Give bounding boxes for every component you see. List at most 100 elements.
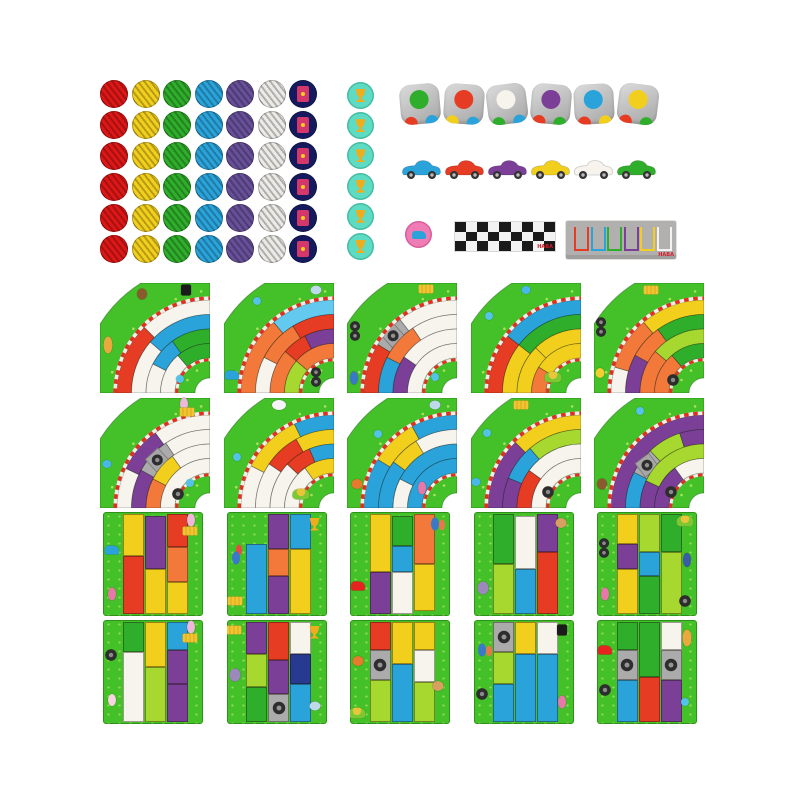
track-segment	[638, 514, 660, 552]
flag-check-cell	[521, 231, 533, 242]
bug-sprite	[252, 296, 261, 305]
bug-sprite	[176, 374, 185, 383]
track-segment	[660, 514, 682, 552]
toycar-blue-sprite	[105, 545, 119, 555]
curve-track-tile	[594, 398, 704, 508]
yellow-garage-slot	[640, 227, 655, 251]
track-segment	[290, 549, 311, 614]
tires-sprite	[597, 538, 611, 559]
green-token	[163, 235, 191, 263]
haba-logo: HABA	[658, 252, 674, 258]
track-segment	[246, 544, 267, 614]
green-token	[163, 142, 191, 170]
bush-sprite	[676, 515, 694, 527]
blue-token	[194, 111, 223, 139]
curve-track-tile	[223, 283, 334, 393]
track-segment	[144, 622, 166, 667]
track-segment	[166, 684, 188, 722]
track-segment	[638, 622, 660, 677]
yellow-token	[131, 173, 160, 201]
track-segment	[413, 564, 435, 611]
yellow-token	[131, 142, 160, 170]
bush-sprite	[292, 488, 309, 500]
trophy-token	[347, 112, 374, 140]
track-segment	[638, 552, 660, 576]
track-segment	[638, 576, 660, 614]
flag-check-cell	[466, 222, 478, 232]
trophy-sprite	[309, 625, 320, 639]
track-segment	[166, 547, 188, 582]
giraffe-sprite	[103, 336, 113, 354]
track-segment	[166, 514, 188, 547]
monkey-sprite	[136, 288, 147, 300]
trophy-icon	[355, 89, 366, 102]
purple-token	[226, 80, 254, 108]
track-segment	[268, 660, 289, 694]
green-garage-slot	[607, 227, 622, 251]
track-segment	[493, 622, 514, 652]
bush-sprite	[350, 707, 366, 719]
snail-sprite	[429, 400, 441, 410]
trophy-icon	[355, 179, 366, 193]
tire-sprite	[667, 373, 680, 386]
yellow-token	[131, 204, 160, 232]
track-segment	[660, 680, 682, 722]
fairy-sprite	[187, 620, 195, 634]
white-car-pawn	[573, 156, 614, 182]
track-segment	[616, 680, 638, 722]
straight-track-tile	[473, 620, 574, 724]
curve-track-tile	[594, 283, 704, 393]
track-segment	[616, 514, 638, 544]
tire-obstacle-icon	[664, 658, 678, 672]
track-segment	[268, 694, 289, 722]
straight-track-tile	[226, 512, 327, 616]
curve-track-tile	[470, 283, 581, 393]
track-segment	[268, 622, 289, 660]
track-segment	[122, 556, 144, 614]
flag-check-cell	[499, 222, 511, 232]
tires-sprite	[309, 366, 323, 387]
flag-check-cell	[488, 241, 500, 251]
track-segment	[515, 654, 536, 722]
curve-track-tile	[100, 283, 210, 393]
track-segment	[537, 654, 558, 722]
tire-sprite	[172, 487, 185, 500]
trophy-icon	[355, 209, 366, 223]
trophy-sprite	[309, 517, 320, 531]
boy-sprite	[349, 371, 358, 385]
dog-sprite	[555, 518, 566, 529]
track-segment	[616, 650, 638, 680]
track-segment	[290, 514, 311, 549]
tire-obstacle-icon	[620, 658, 634, 672]
bug-sprite	[681, 698, 689, 707]
track-segment	[246, 654, 267, 687]
straight-track-tile	[350, 620, 450, 724]
blue-token	[194, 235, 223, 263]
trophy-token	[347, 82, 374, 109]
track-segment	[122, 514, 144, 556]
flag-check-cell	[521, 222, 533, 232]
purple-garage-slot	[623, 227, 639, 251]
track-segment	[413, 622, 435, 650]
balloonboy-sprite	[231, 551, 240, 565]
straight-track-tile	[103, 620, 203, 724]
tophat-sprite	[180, 284, 191, 296]
red-token	[100, 142, 128, 170]
purple-token	[226, 204, 254, 232]
hay-sprite	[418, 284, 434, 293]
trophy-token	[347, 142, 374, 170]
white-token	[257, 142, 286, 170]
track-segment	[290, 654, 311, 684]
red-token	[100, 173, 128, 201]
flag-check-cell	[477, 241, 489, 251]
track-segment	[515, 569, 536, 614]
toycar-blue-sprite	[225, 370, 240, 380]
red-garage-slot	[574, 227, 589, 251]
track-segment	[537, 514, 558, 552]
card-back-token	[289, 204, 317, 232]
flag-check-cell	[488, 222, 500, 232]
start-token	[405, 221, 432, 248]
straight-track-tile	[350, 512, 450, 616]
track-segment	[413, 682, 435, 722]
track-segment	[144, 516, 166, 569]
